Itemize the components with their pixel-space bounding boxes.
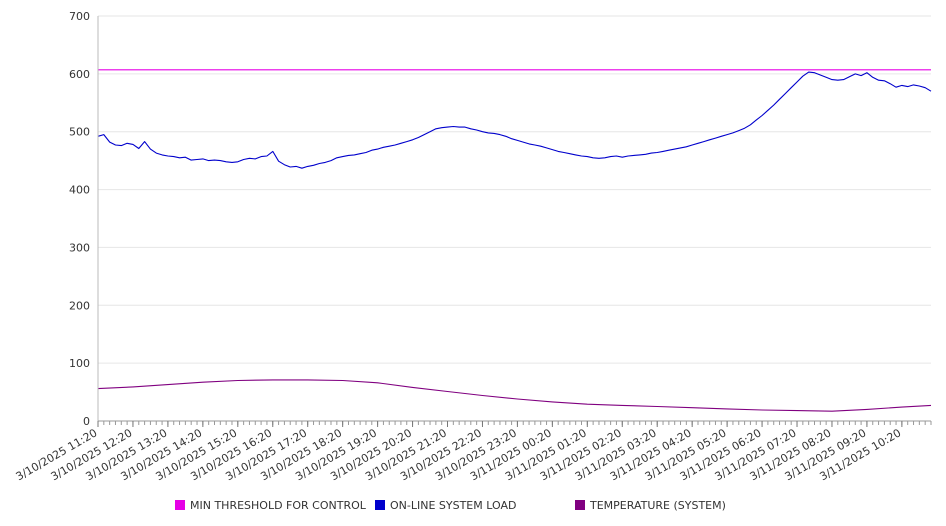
series-line-temperature-system [97,379,932,412]
legend-label-online-system-load: ON-LINE SYSTEM LOAD [390,498,517,512]
y-tick-label: 500 [69,126,90,139]
y-tick-label: 100 [69,357,90,370]
y-tick-label: 200 [69,299,90,312]
axes [97,16,932,427]
legend-swatch-min-threshold [175,500,185,510]
y-axis-tick-labels: 0 100 200 300 400 500 600 700 [69,10,90,428]
legend-item-online-system-load[interactable]: ON-LINE SYSTEM LOAD [375,497,516,513]
legend-item-min-threshold[interactable]: MIN THRESHOLD FOR CONTROL [175,497,366,513]
grid-lines [98,15,931,364]
legend-label-temperature: TEMPERATURE (SYSTEM) [590,498,726,512]
y-tick-label: 700 [69,10,90,23]
y-tick-label: 600 [69,68,90,81]
legend-item-temperature[interactable]: TEMPERATURE (SYSTEM) [575,497,726,513]
legend-label-min-threshold: MIN THRESHOLD FOR CONTROL [190,498,366,512]
legend-swatch-temperature [575,500,585,510]
legend-swatch-online-system-load [375,500,385,510]
y-tick-label: 300 [69,241,90,254]
y-tick-label: 400 [69,184,90,197]
x-axis-tick-labels: 3/10/2025 11:203/10/2025 12:203/10/2025 … [14,426,904,483]
legend: MIN THRESHOLD FOR CONTROL ON-LINE SYSTEM… [0,497,946,515]
series-line-on-line-system-load [97,71,932,169]
y-tick-label: 0 [83,415,90,428]
series-layer [97,69,932,412]
